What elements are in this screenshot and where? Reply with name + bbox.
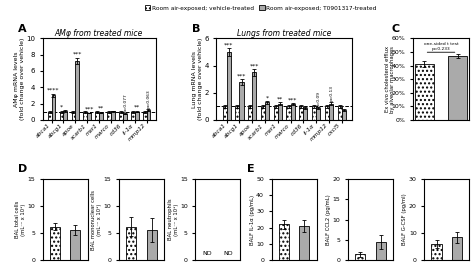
Bar [303, 108, 308, 120]
Text: ****: **** [47, 88, 60, 93]
Y-axis label: AMφ mRNA levels
(fold change over vehicle): AMφ mRNA levels (fold change over vehicl… [14, 38, 25, 120]
Text: ***: *** [224, 42, 233, 47]
Bar [52, 95, 55, 120]
Legend: Room air-exposed; vehicle-treated, Room air-exposed; T0901317-treated: Room air-exposed; vehicle-treated, Room … [142, 3, 379, 13]
Bar [299, 106, 303, 120]
Y-axis label: BAL neutrophils
(mL⁻¹ x 10⁵): BAL neutrophils (mL⁻¹ x 10⁵) [168, 199, 179, 240]
Text: ND: ND [203, 251, 212, 256]
Bar [337, 106, 342, 120]
Bar [236, 106, 239, 120]
Text: **: ** [98, 106, 104, 111]
Bar [279, 224, 289, 260]
Text: C: C [392, 24, 400, 34]
Bar [119, 112, 123, 120]
Bar [107, 112, 111, 120]
Bar [143, 112, 146, 120]
Bar [252, 72, 256, 120]
Text: **: ** [134, 105, 140, 110]
Bar [261, 106, 265, 120]
Bar [299, 226, 310, 260]
Bar [278, 104, 282, 120]
Bar [286, 106, 291, 120]
Text: one-sided t test
p=0.233: one-sided t test p=0.233 [424, 42, 458, 51]
Bar [99, 113, 103, 120]
Text: B: B [192, 24, 201, 34]
Text: ***: *** [73, 52, 82, 57]
Bar [448, 56, 467, 120]
Text: p=0.09: p=0.09 [317, 91, 321, 107]
Y-axis label: Lung mRNA levels
(fold change over vehicle): Lung mRNA levels (fold change over vehic… [192, 38, 203, 120]
Bar [415, 64, 434, 120]
Text: ***: *** [84, 106, 94, 112]
Text: p=0.063: p=0.063 [147, 89, 151, 108]
Bar [72, 112, 75, 120]
Text: p=0.077: p=0.077 [123, 93, 128, 112]
Bar [60, 112, 64, 120]
Text: D: D [18, 164, 27, 174]
Text: ***: *** [288, 98, 297, 102]
Bar [312, 106, 316, 120]
Bar [316, 109, 320, 120]
Y-axis label: Ex vivo cholesterol efflux
by alveolar macrophages: Ex vivo cholesterol efflux by alveolar m… [384, 46, 395, 113]
Bar [64, 111, 67, 120]
Text: E: E [247, 164, 255, 174]
Text: ***: *** [237, 73, 246, 78]
Y-axis label: BALF G-CSF (pg/ml): BALF G-CSF (pg/ml) [402, 194, 408, 246]
Bar [126, 227, 137, 260]
Bar [325, 106, 329, 120]
Bar [452, 237, 462, 260]
Text: ***: *** [250, 63, 259, 68]
Text: *: * [265, 95, 269, 100]
Bar [273, 106, 278, 120]
Bar [87, 113, 91, 120]
Bar [50, 227, 60, 260]
Bar [135, 112, 138, 120]
Bar [95, 112, 99, 120]
Bar [342, 110, 346, 120]
Bar [265, 102, 269, 120]
Bar [329, 104, 333, 120]
Y-axis label: BAL total cells
(mL⁻¹ x 10⁵): BAL total cells (mL⁻¹ x 10⁵) [15, 201, 26, 238]
Y-axis label: BAL mononuclear cells
(mL⁻¹ x 10⁵): BAL mononuclear cells (mL⁻¹ x 10⁵) [91, 190, 102, 250]
Bar [70, 230, 81, 260]
Y-axis label: BALF CCL2 (pg/mL): BALF CCL2 (pg/mL) [326, 194, 331, 245]
Bar [48, 112, 52, 120]
Bar [227, 52, 231, 120]
Bar [223, 106, 227, 120]
Bar [123, 114, 127, 120]
Bar [375, 242, 386, 260]
Bar [146, 230, 157, 260]
Text: **: ** [277, 97, 283, 102]
Text: *: * [60, 105, 63, 110]
Title: AMφ from treated mice: AMφ from treated mice [55, 28, 143, 38]
Text: ND: ND [223, 251, 233, 256]
Bar [248, 106, 252, 120]
Bar [111, 112, 115, 120]
Bar [239, 82, 244, 120]
Bar [355, 254, 365, 260]
Title: Lungs from treated mice: Lungs from treated mice [237, 28, 331, 38]
Bar [431, 244, 442, 260]
Bar [131, 112, 135, 120]
Text: A: A [18, 24, 27, 34]
Bar [291, 104, 295, 120]
Bar [146, 110, 150, 120]
Y-axis label: BALF IL-1α (pg/mL): BALF IL-1α (pg/mL) [250, 195, 255, 245]
Bar [75, 61, 79, 120]
Bar [83, 112, 87, 120]
Text: p=0.13: p=0.13 [329, 85, 334, 101]
